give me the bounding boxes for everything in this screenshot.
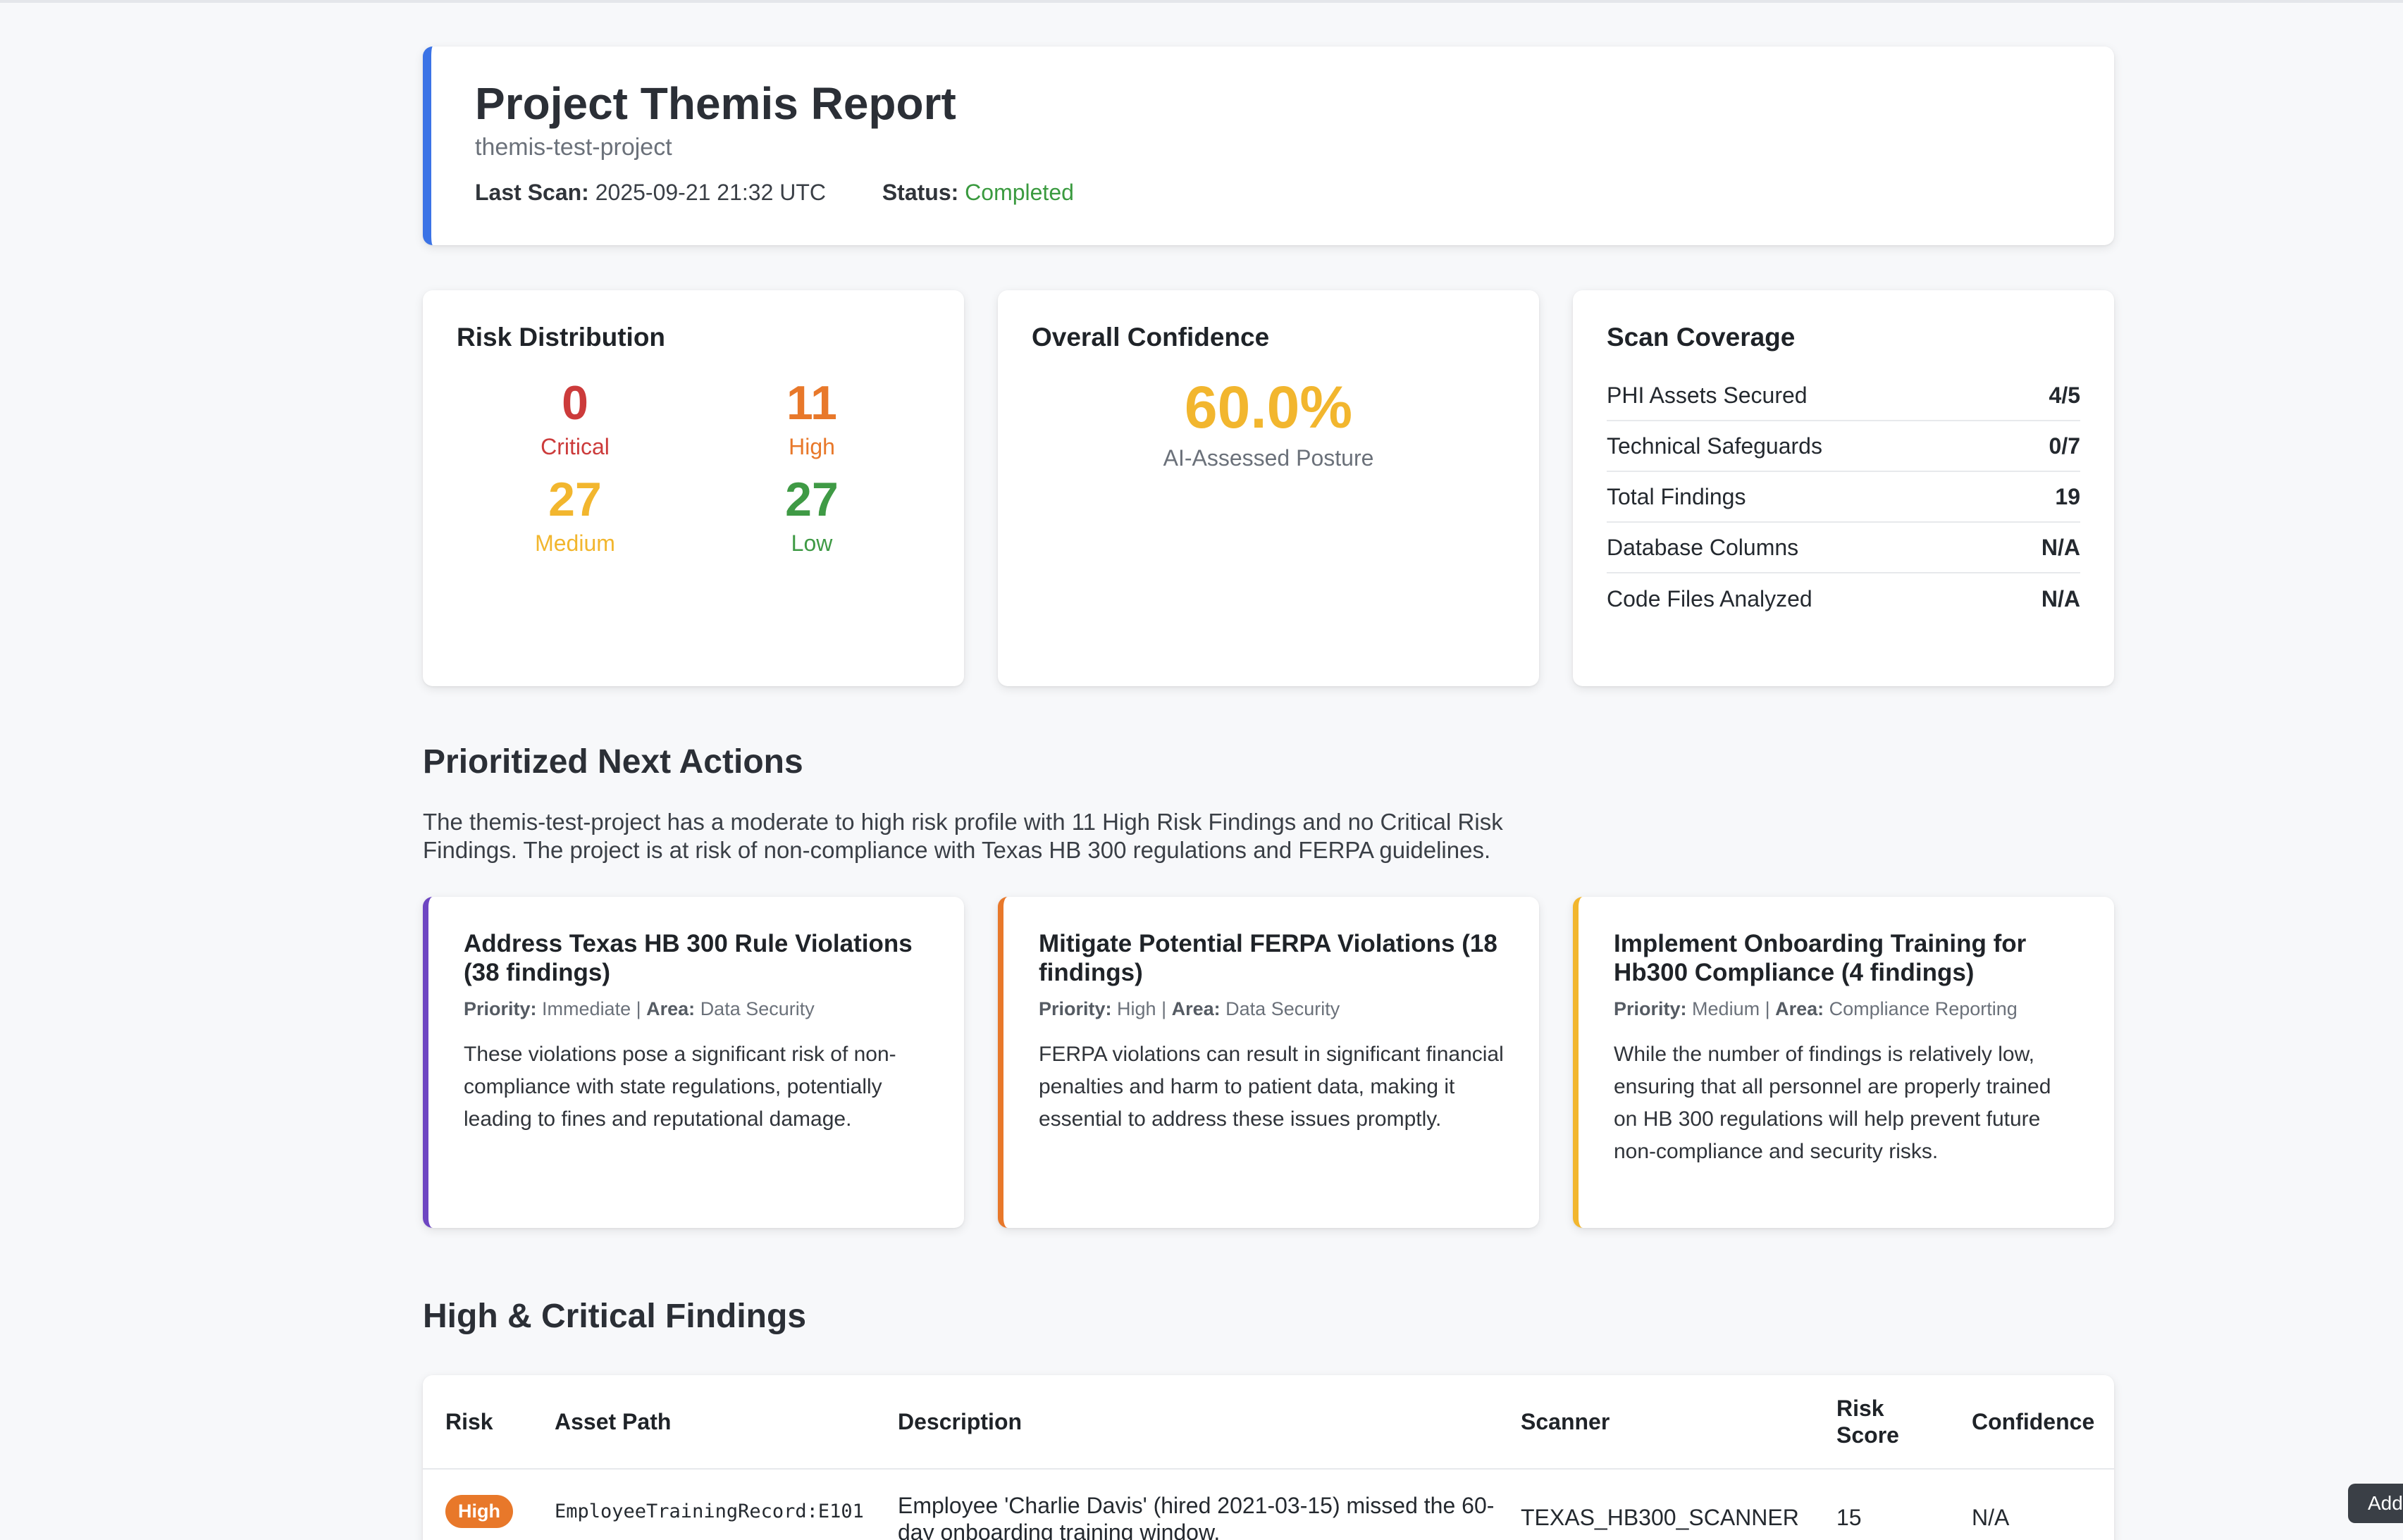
confidence-card: Overall Confidence 60.0% AI-Assessed Pos… [998,290,1539,686]
window-top-edge [0,0,2403,3]
report-container: Project Themis Report themis-test-projec… [423,46,2114,1540]
risk-score-line1: Risk [1836,1396,1884,1421]
coverage-list: PHI Assets Secured 4/5 Technical Safegua… [1607,371,2080,624]
action-description: FERPA violations can result in significa… [1039,1043,1504,1131]
priority-value: Immediate [542,998,631,1019]
findings-section-title: High & Critical Findings [423,1298,807,1335]
area-value: Data Security [700,998,815,1019]
action-title: Implement Onboarding Training for Hb300 … [1614,930,2027,986]
priority-label: Priority: [464,998,537,1019]
critical-label: Critical [540,434,610,459]
coverage-value: 19 [2055,483,2080,509]
scan-meta: Last Scan: 2025-09-21 21:32 UTC Status: … [475,180,2114,206]
meta-separator: | [631,998,647,1019]
coverage-row: PHI Assets Secured 4/5 [1607,371,2080,421]
priority-label: Priority: [1039,998,1112,1019]
high-label: High [789,434,835,459]
low-count: 27 [785,473,839,526]
action-card: Address Texas HB 300 Rule Violations (38… [423,897,964,1228]
asset-path-cell: EmployeeTrainingRecord:E101 [555,1501,864,1522]
actions-intro: The themis-test-project has a moderate t… [423,809,1503,863]
confidence-label: AI-Assessed Posture [1163,445,1374,471]
priority-label: Priority: [1614,998,1687,1019]
action-meta: Priority: Immediate | Area: Data Securit… [464,998,930,1020]
meta-separator: | [1156,998,1172,1019]
area-label: Area: [1775,998,1824,1019]
coverage-label: Database Columns [1607,534,1799,560]
coverage-label: Total Findings [1607,483,1746,509]
area-value: Data Security [1225,998,1340,1019]
high-count: 11 [786,376,837,430]
actions-row: Address Texas HB 300 Rule Violations (38… [423,897,2114,1228]
area-label: Area: [646,998,696,1019]
low-label: Low [791,530,833,556]
col-header-asset-path[interactable]: Asset Path [555,1408,672,1434]
action-description: While the number of findings is relative… [1614,1043,2051,1163]
coverage-label: Technical Safeguards [1607,433,1822,459]
area-label: Area: [1171,998,1221,1019]
page-title: Project Themis Report [475,78,956,129]
col-header-confidence[interactable]: Confidence [1972,1408,2095,1434]
coverage-label: PHI Assets Secured [1607,382,1808,408]
risk-medium: 27 Medium [457,476,693,557]
coverage-value: N/A [2041,534,2080,560]
medium-label: Medium [535,530,615,556]
coverage-value: 0/7 [2049,433,2080,459]
scan-coverage-card: Scan Coverage PHI Assets Secured 4/5 Tec… [1573,290,2114,686]
coverage-label: Code Files Analyzed [1607,585,1812,611]
risk-grid: 0 Critical 11 High 27 Medium 27 Low [457,379,930,557]
coverage-row: Database Columns N/A [1607,523,2080,573]
meta-separator: | [1760,998,1776,1019]
confidence-cell: N/A [1972,1505,2010,1530]
critical-count: 0 [562,376,588,430]
risk-distribution-title: Risk Distribution [457,323,666,352]
risk-distribution-card: Risk Distribution 0 Critical 11 High 27 … [423,290,964,686]
table-header: Risk Asset Path Description Scanner Risk… [423,1375,2114,1470]
action-description: These violations pose a significant risk… [464,1043,896,1131]
action-meta: Priority: Medium | Area: Compliance Repo… [1614,998,2080,1020]
confidence-title: Overall Confidence [1032,323,1270,352]
action-card: Mitigate Potential FERPA Violations (18 … [998,897,1539,1228]
add-button[interactable]: Add [2348,1484,2403,1523]
report-header: Project Themis Report themis-test-projec… [423,46,2114,245]
status-value: Completed [965,180,1074,206]
confidence-value: 60.0% [1184,374,1353,440]
col-header-risk-score[interactable]: Risk Score [1836,1395,1972,1448]
scan-coverage-title: Scan Coverage [1607,323,1796,352]
coverage-value: 4/5 [2049,382,2080,408]
risk-score-line2: Score [1836,1422,1899,1448]
action-meta: Priority: High | Area: Data Security [1039,998,1505,1020]
summary-row: Risk Distribution 0 Critical 11 High 27 … [423,290,2114,686]
action-card: Implement Onboarding Training for Hb300 … [1573,897,2114,1228]
coverage-value: N/A [2041,585,2080,611]
col-header-scanner[interactable]: Scanner [1521,1408,1610,1434]
table-row[interactable]: High EmployeeTrainingRecord:E101 Employe… [423,1470,2114,1540]
priority-value: High [1117,998,1156,1019]
project-name: themis-test-project [475,134,672,161]
col-header-description[interactable]: Description [898,1408,1023,1434]
coverage-row: Code Files Analyzed N/A [1607,573,2080,624]
last-scan-value: 2025-09-21 21:32 UTC [595,180,827,206]
action-title: Address Texas HB 300 Rule Violations (38… [464,930,913,986]
priority-value: Medium [1692,998,1760,1019]
risk-cell: High [445,1492,555,1528]
description-cell: Employee 'Charlie Davis' (hired 2021-03-… [898,1493,1495,1540]
medium-count: 27 [548,473,602,526]
col-header-risk[interactable]: Risk [445,1408,493,1434]
risk-high: 11 High [693,379,930,460]
scanner-cell: TEXAS_HB300_SCANNER [1521,1505,1799,1530]
action-title: Mitigate Potential FERPA Violations (18 … [1039,930,1497,986]
risk-score-cell: 15 [1836,1505,1862,1530]
coverage-row: Total Findings 19 [1607,472,2080,523]
findings-table: Risk Asset Path Description Scanner Risk… [423,1375,2114,1540]
area-value: Compliance Reporting [1829,998,2018,1019]
status-label: Status: [882,180,959,206]
confidence-block: 60.0% AI-Assessed Posture [1032,378,1505,471]
risk-critical: 0 Critical [457,379,693,460]
risk-badge: High [445,1495,513,1528]
actions-section-title: Prioritized Next Actions [423,743,803,781]
risk-low: 27 Low [693,476,930,557]
coverage-row: Technical Safeguards 0/7 [1607,421,2080,472]
last-scan-label: Last Scan: [475,180,589,206]
